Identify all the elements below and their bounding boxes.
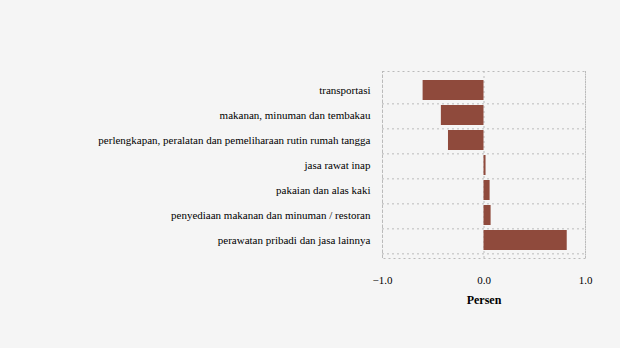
- svg-text:makanan, minuman dan tembakau: makanan, minuman dan tembakau: [220, 109, 371, 121]
- svg-text:pakaian dan alas kaki: pakaian dan alas kaki: [276, 184, 370, 196]
- svg-text:perawatan pribadi dan jasa lai: perawatan pribadi dan jasa lainnya: [218, 234, 371, 246]
- svg-text:perlengkapan, peralatan dan pe: perlengkapan, peralatan dan pemeliharaan…: [98, 134, 370, 146]
- svg-text:1.0: 1.0: [579, 274, 593, 286]
- svg-text:jasa rawat inap: jasa rawat inap: [304, 159, 371, 171]
- svg-text:penyediaan makanan dan minuman: penyediaan makanan dan minuman / restora…: [171, 209, 371, 221]
- svg-text:−1.0: −1.0: [373, 274, 393, 286]
- svg-text:transportasi: transportasi: [319, 84, 370, 96]
- svg-text:0.0: 0.0: [477, 274, 491, 286]
- svg-text:Persen: Persen: [467, 293, 502, 307]
